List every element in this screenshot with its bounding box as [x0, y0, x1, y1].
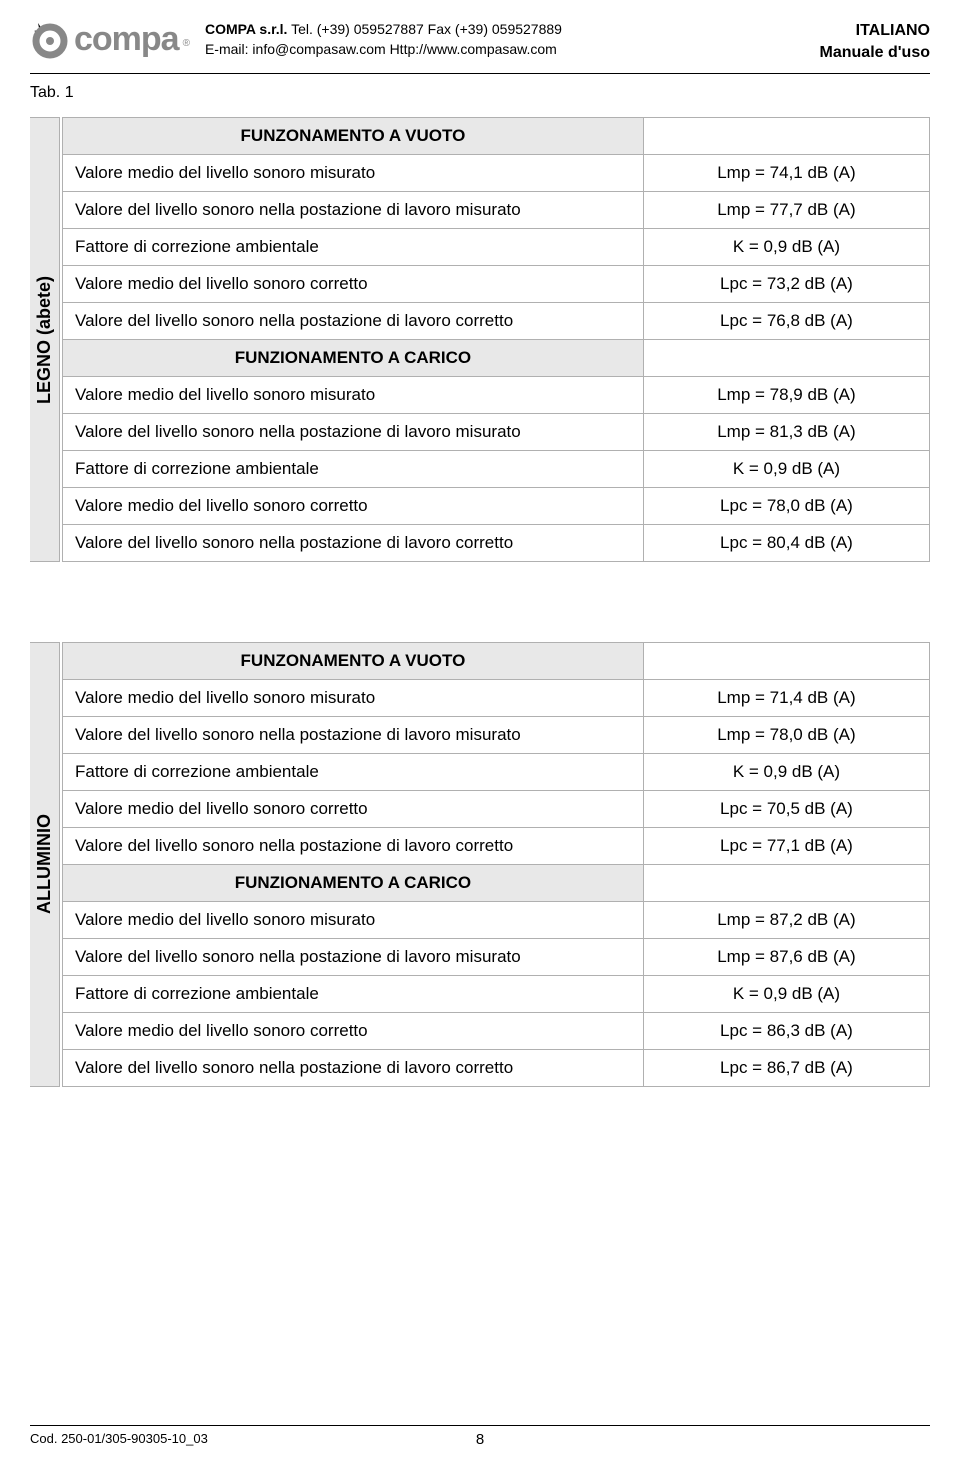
table-row: Valore del livello sonoro nella postazio…: [63, 716, 930, 753]
value-cell: Lmp = 87,6 dB (A): [643, 938, 929, 975]
table-row: Valore del livello sonoro nella postazio…: [63, 938, 930, 975]
description-cell: Fattore di correzione ambientale: [63, 450, 644, 487]
saw-blade-icon: [30, 21, 70, 59]
sound-levels-table: FUNZONAMENTO A VUOTOValore medio del liv…: [62, 117, 930, 562]
page: compa ® COMPA s.r.l. Tel. (+39) 05952788…: [0, 0, 960, 1466]
description-cell: Valore del livello sonoro nella postazio…: [63, 938, 644, 975]
header-right: ITALIANO Manuale d'uso: [820, 20, 930, 65]
table-row: Fattore di correzione ambientaleK = 0,9 …: [63, 450, 930, 487]
table-section-header: FUNZIONAMENTO A CARICO: [63, 864, 930, 901]
table-section-header: FUNZONAMENTO A VUOTO: [63, 642, 930, 679]
value-cell: Lpc = 86,3 dB (A): [643, 1012, 929, 1049]
value-cell: Lpc = 77,1 dB (A): [643, 827, 929, 864]
data-section: LEGNO (abete)FUNZONAMENTO A VUOTOValore …: [30, 117, 930, 562]
value-cell: Lmp = 78,9 dB (A): [643, 376, 929, 413]
section-title: FUNZONAMENTO A VUOTO: [63, 117, 644, 154]
description-cell: Fattore di correzione ambientale: [63, 753, 644, 790]
table-row: Valore del livello sonoro nella postazio…: [63, 191, 930, 228]
sound-levels-table: FUNZONAMENTO A VUOTOValore medio del liv…: [62, 642, 930, 1087]
logo-text: compa: [74, 20, 179, 59]
footer-code: Cod. 250-01/305-90305-10_03: [30, 1431, 208, 1446]
tables-container: LEGNO (abete)FUNZONAMENTO A VUOTOValore …: [30, 117, 930, 1087]
page-number: 8: [476, 1431, 484, 1448]
table-row: Valore medio del livello sonoro misurato…: [63, 154, 930, 191]
section-title: FUNZIONAMENTO A CARICO: [63, 864, 644, 901]
value-cell: Lpc = 70,5 dB (A): [643, 790, 929, 827]
table-row: Valore medio del livello sonoro corretto…: [63, 1012, 930, 1049]
doc-type-label: Manuale d'uso: [820, 42, 930, 64]
value-cell: K = 0,9 dB (A): [643, 975, 929, 1012]
company-email-web: E-mail: info@compasaw.com Http://www.com…: [205, 40, 562, 60]
table-row: Valore medio del livello sonoro misurato…: [63, 901, 930, 938]
table-row: Valore medio del livello sonoro corretto…: [63, 265, 930, 302]
value-cell: Lmp = 81,3 dB (A): [643, 413, 929, 450]
empty-cell: [643, 864, 929, 901]
description-cell: Fattore di correzione ambientale: [63, 975, 644, 1012]
value-cell: Lmp = 74,1 dB (A): [643, 154, 929, 191]
description-cell: Valore del livello sonoro nella postazio…: [63, 716, 644, 753]
table-row: Valore medio del livello sonoro corretto…: [63, 487, 930, 524]
description-cell: Valore del livello sonoro nella postazio…: [63, 1049, 644, 1086]
description-cell: Valore del livello sonoro nella postazio…: [63, 827, 644, 864]
table-row: Valore medio del livello sonoro misurato…: [63, 679, 930, 716]
empty-cell: [643, 642, 929, 679]
table-row: Valore del livello sonoro nella postazio…: [63, 413, 930, 450]
table-section-header: FUNZIONAMENTO A CARICO: [63, 339, 930, 376]
description-cell: Valore del livello sonoro nella postazio…: [63, 413, 644, 450]
company-contact: Tel. (+39) 059527887 Fax (+39) 059527889: [291, 21, 562, 37]
description-cell: Valore medio del livello sonoro corretto: [63, 487, 644, 524]
value-cell: Lmp = 71,4 dB (A): [643, 679, 929, 716]
company-logo: compa ®: [30, 20, 190, 59]
table-row: Fattore di correzione ambientaleK = 0,9 …: [63, 753, 930, 790]
description-cell: Valore medio del livello sonoro misurato: [63, 901, 644, 938]
value-cell: Lpc = 73,2 dB (A): [643, 265, 929, 302]
language-label: ITALIANO: [820, 20, 930, 42]
value-cell: K = 0,9 dB (A): [643, 753, 929, 790]
section-title: FUNZONAMENTO A VUOTO: [63, 642, 644, 679]
tab-label: Tab. 1: [30, 84, 930, 102]
description-cell: Valore medio del livello sonoro corretto: [63, 1012, 644, 1049]
table-row: Valore del livello sonoro nella postazio…: [63, 1049, 930, 1086]
material-label: ALLUMINIO: [30, 642, 60, 1087]
value-cell: K = 0,9 dB (A): [643, 228, 929, 265]
value-cell: Lmp = 78,0 dB (A): [643, 716, 929, 753]
description-cell: Fattore di correzione ambientale: [63, 228, 644, 265]
description-cell: Valore del livello sonoro nella postazio…: [63, 191, 644, 228]
description-cell: Valore medio del livello sonoro corretto: [63, 790, 644, 827]
value-cell: Lpc = 76,8 dB (A): [643, 302, 929, 339]
logo-registered: ®: [183, 38, 190, 49]
value-cell: K = 0,9 dB (A): [643, 450, 929, 487]
company-info: COMPA s.r.l. Tel. (+39) 059527887 Fax (+…: [205, 20, 562, 59]
table-row: Valore del livello sonoro nella postazio…: [63, 827, 930, 864]
company-name: COMPA s.r.l.: [205, 21, 287, 37]
empty-cell: [643, 339, 929, 376]
description-cell: Valore medio del livello sonoro misurato: [63, 376, 644, 413]
header-left: compa ® COMPA s.r.l. Tel. (+39) 05952788…: [30, 20, 562, 59]
value-cell: Lmp = 77,7 dB (A): [643, 191, 929, 228]
table-section-header: FUNZONAMENTO A VUOTO: [63, 117, 930, 154]
table-row: Fattore di correzione ambientaleK = 0,9 …: [63, 228, 930, 265]
description-cell: Valore del livello sonoro nella postazio…: [63, 302, 644, 339]
page-header: compa ® COMPA s.r.l. Tel. (+39) 05952788…: [30, 20, 930, 74]
section-title: FUNZIONAMENTO A CARICO: [63, 339, 644, 376]
description-cell: Valore del livello sonoro nella postazio…: [63, 524, 644, 561]
value-cell: Lmp = 87,2 dB (A): [643, 901, 929, 938]
description-cell: Valore medio del livello sonoro misurato: [63, 154, 644, 191]
table-row: Valore del livello sonoro nella postazio…: [63, 524, 930, 561]
description-cell: Valore medio del livello sonoro misurato: [63, 679, 644, 716]
value-cell: Lpc = 86,7 dB (A): [643, 1049, 929, 1086]
data-section: ALLUMINIOFUNZONAMENTO A VUOTOValore medi…: [30, 642, 930, 1087]
description-cell: Valore medio del livello sonoro corretto: [63, 265, 644, 302]
empty-cell: [643, 117, 929, 154]
material-label: LEGNO (abete): [30, 117, 60, 562]
page-footer: Cod. 250-01/305-90305-10_03 8: [30, 1425, 930, 1446]
table-row: Valore medio del livello sonoro misurato…: [63, 376, 930, 413]
table-row: Valore del livello sonoro nella postazio…: [63, 302, 930, 339]
table-row: Valore medio del livello sonoro corretto…: [63, 790, 930, 827]
value-cell: Lpc = 80,4 dB (A): [643, 524, 929, 561]
table-row: Fattore di correzione ambientaleK = 0,9 …: [63, 975, 930, 1012]
value-cell: Lpc = 78,0 dB (A): [643, 487, 929, 524]
